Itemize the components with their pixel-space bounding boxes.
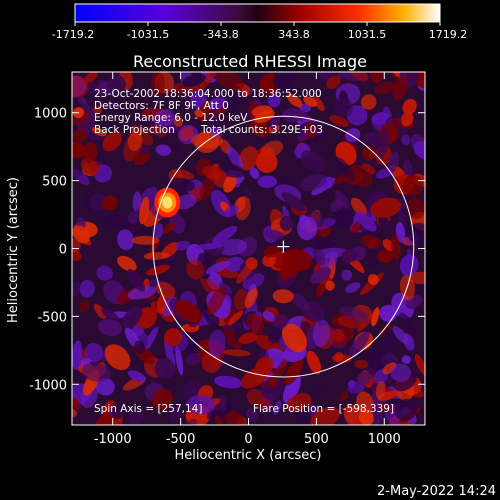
chart-title: Reconstructed RHESSI Image <box>133 52 367 71</box>
annotation-flare-position: Flare Position = [-598,339] <box>253 403 394 415</box>
colorbar <box>74 3 441 23</box>
x-tick-label: -1000 <box>94 432 132 447</box>
heatmap-area <box>72 72 425 425</box>
colorbar-tick-label: -1719.2 <box>52 28 94 41</box>
colorbar-tick-label: 1719.2 <box>429 28 468 41</box>
x-tick-label: 0 <box>244 432 252 447</box>
annotation-energy: Energy Range: 6.0 - 12.0 keV <box>94 112 248 124</box>
timestamp: 2-May-2022 14:24 <box>377 484 496 499</box>
spin-axis-cross <box>277 240 290 253</box>
solar-limb-circle <box>152 115 415 378</box>
x-tick-label: 1000 <box>368 432 401 447</box>
y-tick-label: -500 <box>37 310 67 325</box>
colorbar-tick-label: 343.8 <box>278 28 310 41</box>
x-tick-label: -500 <box>166 432 196 447</box>
annotation-total-counts: Total counts: 3.29E+03 <box>200 124 323 136</box>
x-tick-label: 500 <box>304 432 329 447</box>
y-tick-label: 0 <box>59 243 67 258</box>
annotation-method: Back Projection <box>94 124 175 136</box>
colorbar-tick-label: -343.8 <box>203 28 238 41</box>
annotation-detectors: Detectors: 7F 8F 9F, Att 0 <box>94 100 229 112</box>
y-tick-label: 500 <box>42 175 67 190</box>
annotation-time: 23-Oct-2002 18:36:04.000 to 18:36:52.000 <box>94 88 322 100</box>
y-tick-label: 1000 <box>34 107 67 122</box>
colorbar-ticks: -1719.2 -1031.5 -343.8 343.8 1031.5 1719.2 <box>52 22 467 41</box>
y-tick-label: -1000 <box>29 378 67 393</box>
y-axis-label: Heliocentric Y (arcsec) <box>6 177 21 323</box>
colorbar-tick-label: 1031.5 <box>348 28 387 41</box>
annotation-spin-axis: Spin Axis = [257,14] <box>94 403 202 415</box>
colorbar-tick-label: -1031.5 <box>127 28 169 41</box>
x-axis-label: Heliocentric X (arcsec) <box>175 448 322 463</box>
axis-ticks: -1000 -500 0 500 1000 -1000 -500 0 500 1000 <box>29 72 425 447</box>
